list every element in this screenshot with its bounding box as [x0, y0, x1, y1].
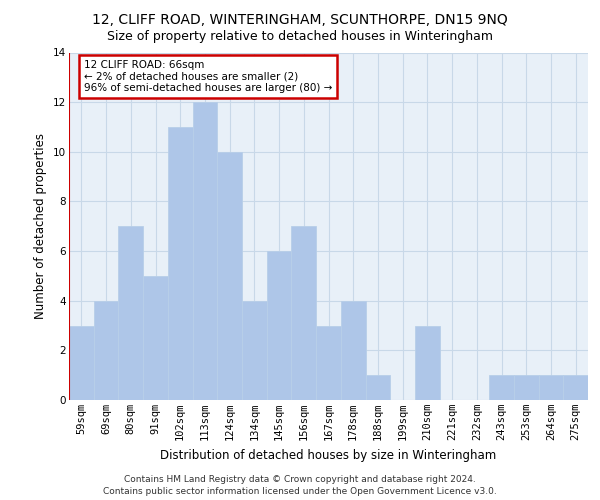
Bar	[365, 375, 390, 400]
Text: 12 CLIFF ROAD: 66sqm
← 2% of detached houses are smaller (2)
96% of semi-detache: 12 CLIFF ROAD: 66sqm ← 2% of detached ho…	[84, 60, 332, 93]
Bar	[94, 300, 118, 400]
Bar	[267, 251, 292, 400]
Bar	[168, 127, 193, 400]
Bar	[217, 152, 242, 400]
Bar	[143, 276, 168, 400]
Text: 12, CLIFF ROAD, WINTERINGHAM, SCUNTHORPE, DN15 9NQ: 12, CLIFF ROAD, WINTERINGHAM, SCUNTHORPE…	[92, 12, 508, 26]
Bar	[292, 226, 316, 400]
Text: Size of property relative to detached houses in Winteringham: Size of property relative to detached ho…	[107, 30, 493, 43]
Bar	[489, 375, 514, 400]
X-axis label: Distribution of detached houses by size in Winteringham: Distribution of detached houses by size …	[160, 448, 497, 462]
Bar	[193, 102, 217, 400]
Bar	[514, 375, 539, 400]
Y-axis label: Number of detached properties: Number of detached properties	[34, 133, 47, 320]
Bar	[563, 375, 588, 400]
Bar	[316, 326, 341, 400]
Bar	[415, 326, 440, 400]
Text: Contains HM Land Registry data © Crown copyright and database right 2024.
Contai: Contains HM Land Registry data © Crown c…	[103, 475, 497, 496]
Bar	[118, 226, 143, 400]
Bar	[341, 300, 365, 400]
Bar	[242, 300, 267, 400]
Bar	[69, 326, 94, 400]
Bar	[539, 375, 563, 400]
